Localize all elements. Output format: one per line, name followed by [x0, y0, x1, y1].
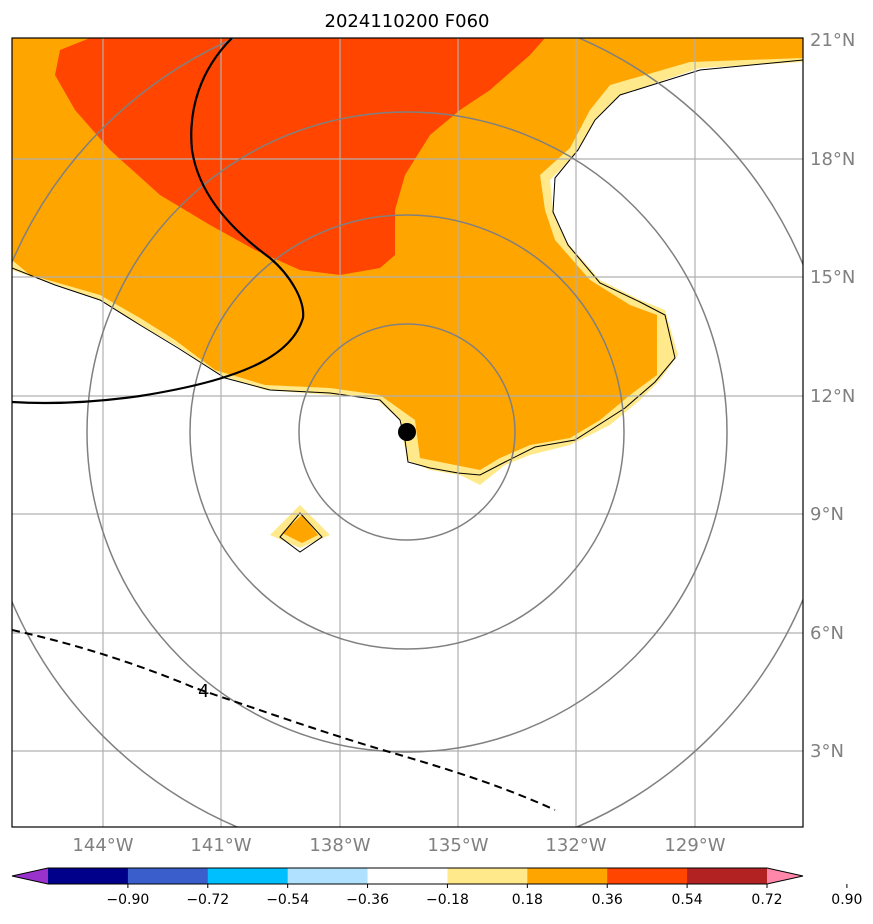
colorbar-segment	[287, 868, 369, 884]
range-ring-2	[189, 214, 625, 650]
colorbar-tick-label: 0.54	[672, 892, 703, 908]
colorbar-tick-label: 0.18	[512, 892, 543, 908]
colorbar-tick-label: −0.72	[186, 892, 229, 908]
colorbar-tick-label: −0.90	[106, 892, 149, 908]
dashed-contour-label: 4	[198, 681, 209, 702]
colorbar-outline	[11, 867, 804, 885]
colorbar-tick-label: 0.36	[592, 892, 623, 908]
lat-label: 6°N	[810, 623, 844, 644]
colorbar-tick-label: 0.90	[831, 892, 862, 908]
colorbar-tick-label: 0.72	[751, 892, 782, 908]
colorbar-segment	[527, 868, 608, 884]
lon-label: 141°W	[190, 835, 251, 856]
shade-red-orange	[55, 38, 545, 275]
colorbar-segment	[607, 868, 688, 884]
lat-label: 15°N	[810, 267, 855, 288]
lat-label: 3°N	[810, 741, 844, 762]
range-ring-1	[298, 323, 516, 541]
lon-label: 135°W	[427, 835, 488, 856]
colorbar-segment	[207, 868, 289, 884]
range-ring-3	[86, 111, 728, 753]
dashed-contour-line	[12, 629, 556, 811]
lon-label: 129°W	[664, 835, 725, 856]
lat-axis: 21°N 18°N 15°N 12°N 9°N 6°N 3°N	[810, 30, 855, 762]
colorbar: −0.90 −0.72 −0.54 −0.36 −0.18 0.18 0.36 0.54 0.7…	[11, 867, 862, 908]
colorbar-segment	[127, 868, 209, 884]
lat-label: 9°N	[810, 504, 844, 525]
boundary-contour-patch	[279, 512, 323, 553]
lon-label: 138°W	[309, 835, 370, 856]
lon-axis: 144°W 141°W 138°W 135°W 132°W 129°W	[72, 835, 725, 856]
storm-center-marker	[398, 423, 416, 441]
solid-contour-line	[12, 38, 305, 404]
colorbar-extend-left	[12, 868, 48, 884]
colorbar-segment	[687, 868, 768, 884]
gridlines	[12, 38, 803, 827]
colorbar-tick-label: −0.54	[266, 892, 309, 908]
shade-patch-orange	[282, 515, 318, 543]
colorbar-tick-label: −0.36	[346, 892, 389, 908]
lon-label: 144°W	[72, 835, 133, 856]
colorbar-extend-right	[767, 868, 803, 884]
colorbar-segment	[447, 868, 528, 884]
boundary-contour-main	[12, 59, 803, 476]
colorbar-segment	[367, 868, 448, 884]
range-rings	[12, 38, 803, 827]
map-panel: 4	[12, 38, 803, 827]
map-frame	[11, 37, 804, 828]
lat-label: 21°N	[810, 30, 855, 51]
lon-label: 132°W	[545, 835, 606, 856]
figure-title: 2024110200 F060	[325, 11, 490, 32]
colorbar-segment	[48, 868, 129, 884]
lat-label: 12°N	[810, 386, 855, 407]
colorbar-tick-label: −0.18	[426, 892, 469, 908]
lat-label: 18°N	[810, 149, 855, 170]
